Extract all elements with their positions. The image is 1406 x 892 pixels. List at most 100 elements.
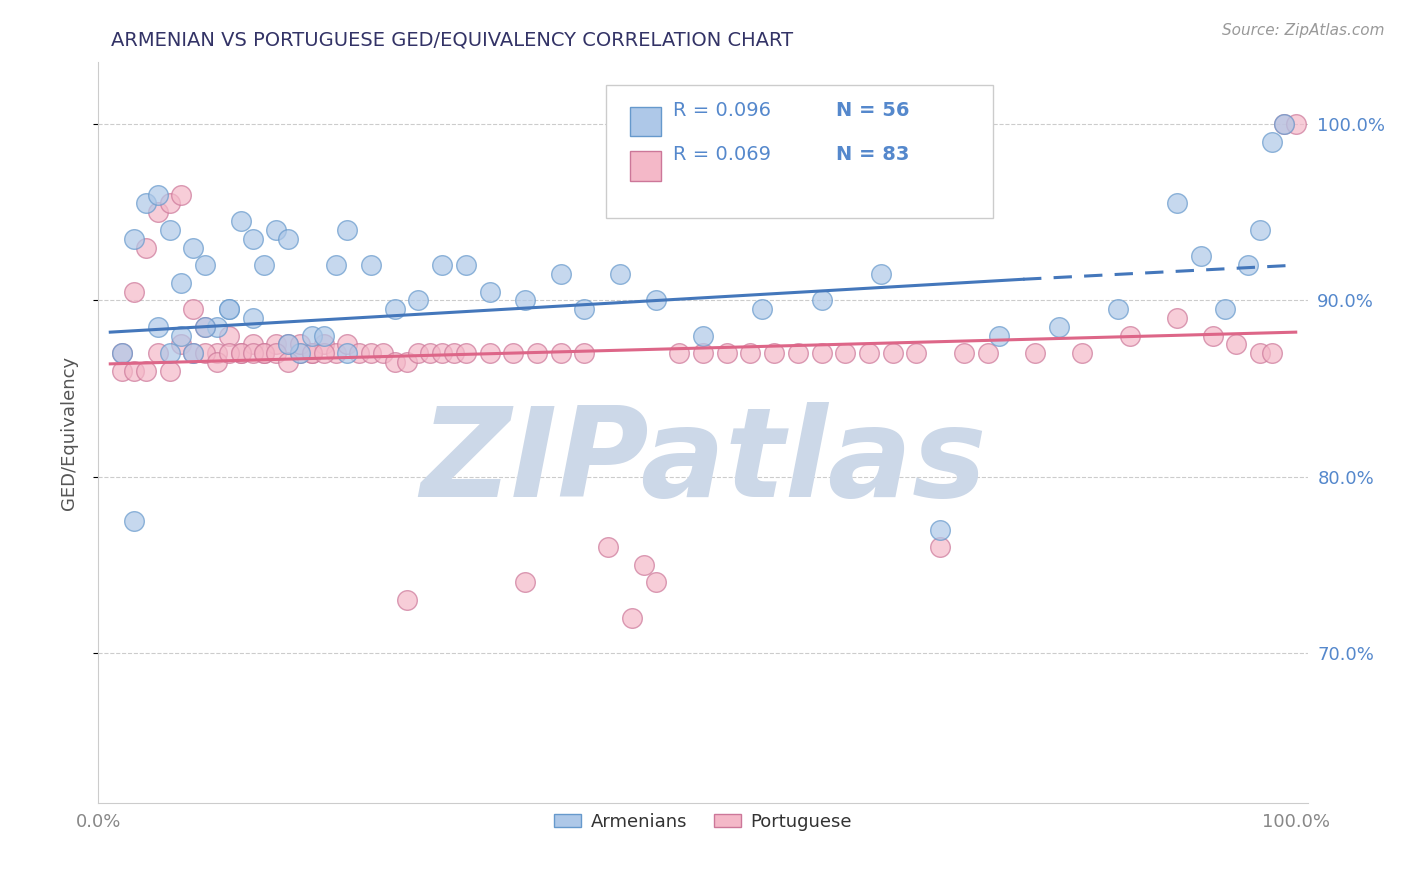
Point — [312, 337, 335, 351]
Point — [146, 319, 169, 334]
Point — [181, 346, 204, 360]
Point — [395, 355, 418, 369]
Point — [786, 346, 808, 360]
Point — [325, 346, 347, 360]
Point — [277, 232, 299, 246]
Point — [194, 319, 217, 334]
Point — [395, 593, 418, 607]
Point — [242, 232, 264, 246]
Point — [264, 223, 287, 237]
Point — [194, 258, 217, 272]
Point — [1261, 135, 1284, 149]
Point — [218, 302, 240, 317]
Point — [312, 328, 335, 343]
Point — [644, 575, 666, 590]
Point — [882, 346, 904, 360]
Point — [277, 337, 299, 351]
Point — [692, 328, 714, 343]
Point — [1119, 328, 1142, 343]
Point — [419, 346, 441, 360]
Point — [478, 346, 501, 360]
Point — [550, 346, 572, 360]
Point — [336, 223, 359, 237]
Point — [135, 240, 157, 254]
Point — [408, 293, 430, 308]
Point — [181, 346, 204, 360]
Point — [384, 355, 406, 369]
Point — [668, 346, 690, 360]
Bar — [630, 152, 661, 181]
Point — [181, 302, 204, 317]
Text: R = 0.069: R = 0.069 — [672, 145, 770, 164]
Point — [288, 346, 311, 360]
Point — [146, 346, 169, 360]
Point — [229, 214, 252, 228]
Text: N = 56: N = 56 — [837, 101, 910, 120]
Point — [432, 346, 454, 360]
Point — [122, 364, 145, 378]
Text: R = 0.096: R = 0.096 — [672, 101, 770, 120]
Point — [1272, 117, 1295, 131]
Point — [242, 311, 264, 326]
Point — [253, 258, 276, 272]
Point — [1237, 258, 1260, 272]
Point — [432, 258, 454, 272]
Point — [218, 302, 240, 317]
FancyBboxPatch shape — [606, 85, 993, 218]
Legend: Armenians, Portuguese: Armenians, Portuguese — [547, 805, 859, 838]
Point — [1249, 223, 1271, 237]
Point — [810, 346, 832, 360]
Point — [834, 346, 856, 360]
Point — [325, 258, 347, 272]
Point — [633, 558, 655, 572]
Point — [454, 258, 477, 272]
Point — [264, 346, 287, 360]
Point — [515, 575, 537, 590]
Point — [574, 302, 596, 317]
Point — [1166, 311, 1188, 326]
Point — [170, 337, 193, 351]
Point — [135, 196, 157, 211]
Point — [550, 267, 572, 281]
Point — [810, 293, 832, 308]
Point — [194, 346, 217, 360]
Point — [598, 540, 620, 554]
Point — [1272, 117, 1295, 131]
Point — [443, 346, 465, 360]
Point — [952, 346, 974, 360]
Point — [146, 205, 169, 219]
Point — [312, 346, 335, 360]
Point — [763, 346, 786, 360]
Text: Source: ZipAtlas.com: Source: ZipAtlas.com — [1222, 23, 1385, 38]
Point — [253, 346, 276, 360]
Point — [229, 346, 252, 360]
Point — [111, 346, 134, 360]
Point — [502, 346, 524, 360]
Point — [716, 346, 738, 360]
Point — [869, 267, 891, 281]
Point — [111, 346, 134, 360]
Point — [905, 346, 928, 360]
Point — [1166, 196, 1188, 211]
Point — [454, 346, 477, 360]
Point — [301, 346, 323, 360]
Point — [205, 346, 228, 360]
Bar — [630, 107, 661, 136]
Point — [336, 346, 359, 360]
Point — [159, 223, 181, 237]
Point — [515, 293, 537, 308]
Point — [1213, 302, 1236, 317]
Point — [170, 328, 193, 343]
Point — [253, 346, 276, 360]
Point — [122, 514, 145, 528]
Point — [205, 319, 228, 334]
Point — [159, 346, 181, 360]
Point — [288, 346, 311, 360]
Point — [360, 346, 382, 360]
Point — [360, 258, 382, 272]
Point — [1047, 319, 1070, 334]
Point — [526, 346, 548, 360]
Text: ARMENIAN VS PORTUGUESE GED/EQUIVALENCY CORRELATION CHART: ARMENIAN VS PORTUGUESE GED/EQUIVALENCY C… — [111, 30, 793, 50]
Point — [371, 346, 394, 360]
Point — [264, 337, 287, 351]
